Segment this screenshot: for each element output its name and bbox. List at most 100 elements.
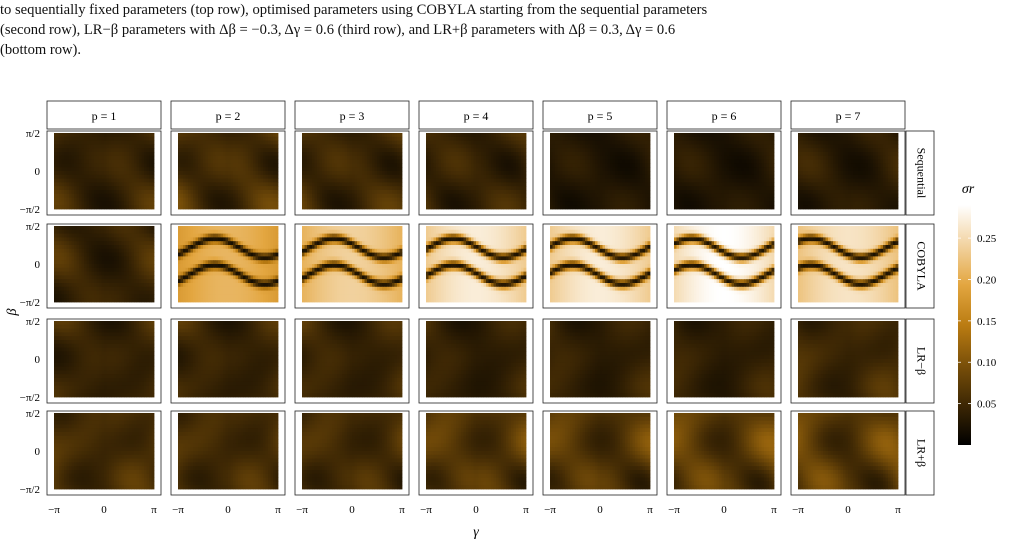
heatmap-cell	[357, 201, 360, 205]
heatmap-cell	[186, 182, 189, 186]
heatmap-cell	[674, 186, 677, 190]
heatmap-cell	[692, 156, 695, 160]
heatmap-cell	[387, 163, 390, 167]
heatmap-cell	[702, 182, 705, 186]
heatmap-cell	[459, 194, 462, 198]
heatmap-cell	[213, 194, 216, 198]
heatmap-cell	[605, 194, 608, 198]
heatmap-cell	[119, 182, 122, 186]
heatmap-cell	[315, 133, 318, 137]
heatmap-cell	[62, 179, 65, 183]
heatmap-cell	[501, 137, 504, 141]
heatmap-cell	[682, 160, 685, 164]
heatmap-cell	[441, 201, 444, 205]
heatmap-cell	[109, 152, 112, 156]
heatmap-cell	[521, 175, 524, 179]
heatmap-cell	[382, 175, 385, 179]
heatmap-cell	[818, 144, 821, 148]
heatmap-cell	[248, 167, 251, 171]
heatmap-cell	[638, 163, 641, 167]
heatmap-cell	[273, 171, 276, 175]
heatmap-cell	[618, 182, 621, 186]
heatmap-cell	[268, 201, 271, 205]
heatmap-cell	[521, 179, 524, 183]
heatmap-cell	[816, 137, 819, 141]
heatmap-cell	[568, 171, 571, 175]
heatmap-cell	[337, 201, 340, 205]
heatmap-cell	[203, 175, 206, 179]
heatmap-cell	[752, 133, 755, 137]
heatmap-cell	[431, 167, 434, 171]
heatmap-cell	[456, 190, 459, 194]
heatmap-cell	[491, 175, 494, 179]
heatmap-cell	[444, 201, 447, 205]
heatmap-cell	[370, 141, 373, 145]
heatmap-cell	[375, 152, 378, 156]
heatmap-cell	[134, 194, 137, 198]
heatmap-cell	[380, 201, 383, 205]
heatmap-cell	[253, 201, 256, 205]
heatmap-cell	[744, 190, 747, 194]
heatmap-cell	[588, 175, 591, 179]
heatmap-cell	[395, 152, 398, 156]
heatmap-cell	[648, 205, 651, 209]
heatmap-cell	[565, 201, 568, 205]
heatmap-cell	[231, 186, 234, 190]
heatmap-cell	[484, 182, 487, 186]
heatmap-cell	[251, 201, 254, 205]
heatmap-cell	[620, 167, 623, 171]
heatmap-cell	[325, 156, 328, 160]
heatmap-cell	[122, 182, 125, 186]
heatmap-cell	[506, 186, 509, 190]
heatmap-cell	[183, 156, 186, 160]
heatmap-cell	[213, 141, 216, 145]
heatmap-cell	[89, 194, 92, 198]
heatmap-cell	[238, 171, 241, 175]
heatmap-cell	[355, 141, 358, 145]
heatmap-cell	[261, 148, 264, 152]
heatmap-cell	[613, 182, 616, 186]
heatmap-cell	[826, 148, 829, 152]
heatmap-cell	[679, 152, 682, 156]
heatmap-cell	[714, 148, 717, 152]
heatmap-cell	[699, 201, 702, 205]
heatmap-cell	[697, 186, 700, 190]
heatmap-cell	[803, 137, 806, 141]
heatmap-cell	[362, 171, 365, 175]
heatmap-cell	[732, 148, 735, 152]
heatmap-cell	[117, 133, 120, 137]
heatmap-cell	[216, 152, 219, 156]
heatmap-cell	[747, 186, 750, 190]
heatmap-cell	[119, 205, 122, 209]
heatmap-cell	[643, 137, 646, 141]
heatmap-cell	[77, 194, 80, 198]
heatmap-cell	[489, 198, 492, 202]
heatmap-cell	[390, 190, 393, 194]
heatmap-cell	[357, 144, 360, 148]
heatmap-cell	[618, 194, 621, 198]
heatmap-cell	[682, 137, 685, 141]
heatmap-cell	[305, 179, 308, 183]
heatmap-cell	[211, 179, 214, 183]
heatmap-cell	[610, 160, 613, 164]
heatmap-cell	[714, 201, 717, 205]
heatmap-cell	[454, 201, 457, 205]
heatmap-cell	[137, 175, 140, 179]
heatmap-cell	[630, 156, 633, 160]
heatmap-cell	[682, 141, 685, 145]
heatmap-cell	[613, 144, 616, 148]
heatmap-cell	[633, 156, 636, 160]
heatmap-cell	[811, 148, 814, 152]
heatmap-cell	[454, 152, 457, 156]
heatmap-cell	[509, 156, 512, 160]
heatmap-cell	[345, 182, 348, 186]
heatmap-cell	[496, 186, 499, 190]
heatmap-cell	[603, 144, 606, 148]
heatmap-cell	[878, 141, 881, 145]
heatmap-cell	[377, 152, 380, 156]
heatmap-cell	[575, 194, 578, 198]
heatmap-cell	[268, 133, 271, 137]
heatmap-cell	[451, 133, 454, 137]
heatmap-cell	[322, 141, 325, 145]
heatmap-cell	[461, 152, 464, 156]
